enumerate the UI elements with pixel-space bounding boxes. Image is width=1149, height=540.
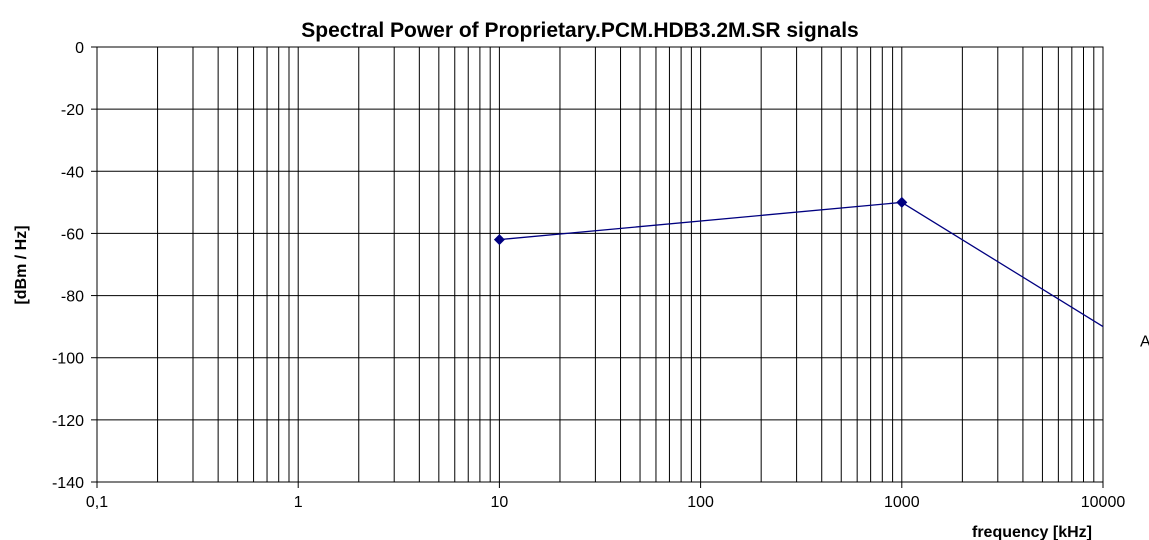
x-tick-label: 1000 <box>884 494 920 511</box>
y-tick-label: -80 <box>61 289 84 306</box>
data-series: A <box>493 196 1149 351</box>
y-tick-label: -40 <box>61 164 84 181</box>
x-tick-label: 10000 <box>1081 494 1126 511</box>
y-tick-label: -100 <box>52 351 84 368</box>
series-line <box>499 201 1104 328</box>
x-tick-label: 1 <box>294 494 303 511</box>
chart-title: Spectral Power of Proprietary.PCM.HDB3.2… <box>301 19 858 42</box>
y-tick-label: -120 <box>52 413 84 430</box>
x-axis-label: frequency [kHz] <box>972 524 1092 540</box>
series-label: A <box>1140 334 1149 351</box>
plot-frame <box>96 46 1104 483</box>
data-point-marker <box>493 234 505 246</box>
x-tick-label: 10 <box>491 494 509 511</box>
y-tick-label: -140 <box>52 475 84 492</box>
y-tick-label: -20 <box>61 102 84 119</box>
data-point-marker <box>896 196 908 208</box>
x-tick-label: 0,1 <box>86 494 108 511</box>
x-tick-label: 100 <box>687 494 714 511</box>
y-tick-label: 0 <box>75 40 84 57</box>
grid-lines <box>91 46 1104 488</box>
y-axis-label: [dBm / Hz] <box>13 225 30 304</box>
y-tick-label: -60 <box>61 226 84 243</box>
